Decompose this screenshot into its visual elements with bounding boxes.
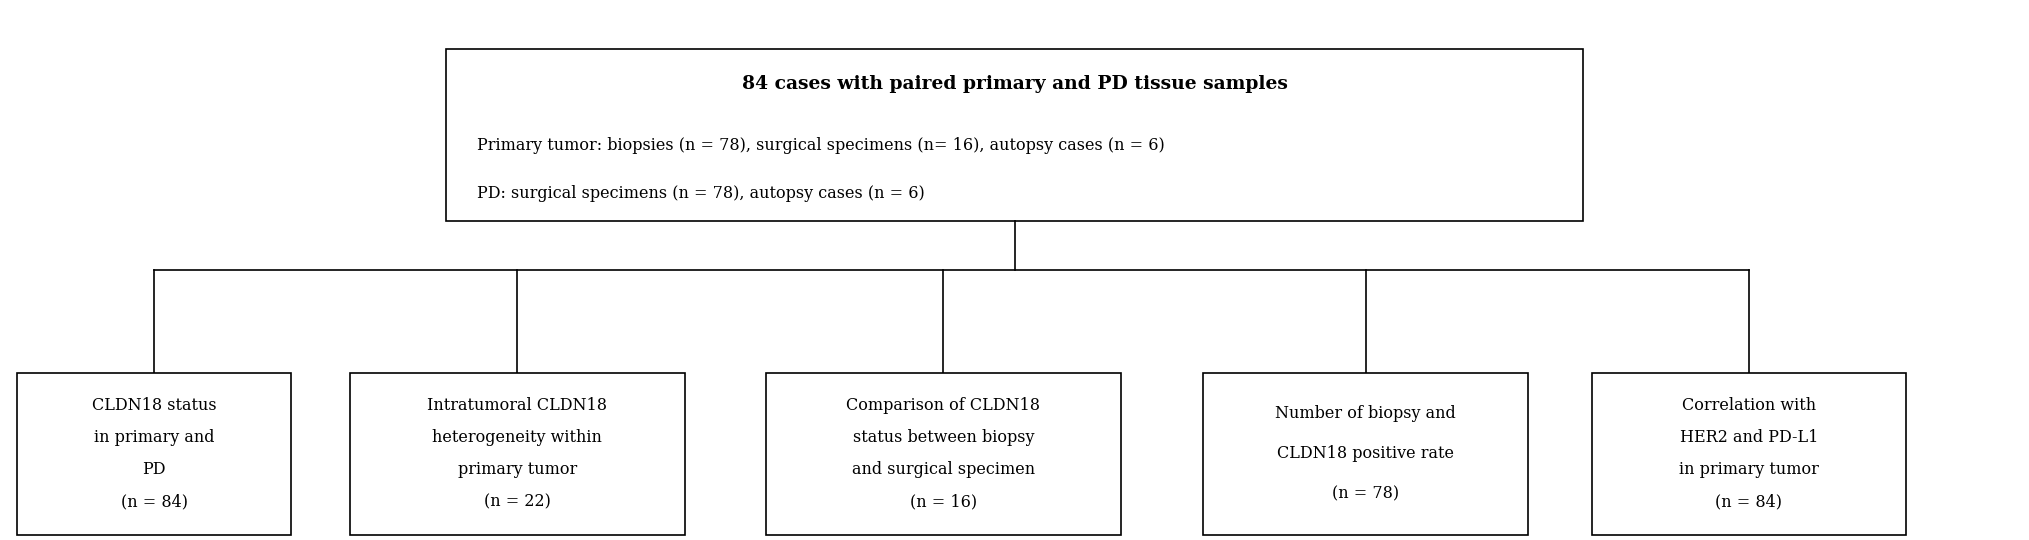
Text: 84 cases with paired primary and PD tissue samples: 84 cases with paired primary and PD tiss… <box>741 75 1288 93</box>
FancyBboxPatch shape <box>446 49 1583 221</box>
Text: CLDN18 status: CLDN18 status <box>91 396 217 414</box>
Text: heterogeneity within: heterogeneity within <box>432 429 603 446</box>
FancyBboxPatch shape <box>1203 373 1528 535</box>
Text: status between biopsy: status between biopsy <box>852 429 1035 446</box>
Text: PD: surgical specimens (n = 78), autopsy cases (n = 6): PD: surgical specimens (n = 78), autopsy… <box>477 185 925 202</box>
Text: (n = 84): (n = 84) <box>1715 494 1783 511</box>
FancyBboxPatch shape <box>351 373 686 535</box>
Text: PD: PD <box>142 461 166 478</box>
Text: (n = 78): (n = 78) <box>1331 485 1400 503</box>
FancyBboxPatch shape <box>767 373 1122 535</box>
Text: primary tumor: primary tumor <box>459 461 576 478</box>
Text: HER2 and PD-L1: HER2 and PD-L1 <box>1680 429 1818 446</box>
Text: in primary and: in primary and <box>93 429 215 446</box>
Text: and surgical specimen: and surgical specimen <box>852 461 1035 478</box>
FancyBboxPatch shape <box>1591 373 1907 535</box>
FancyBboxPatch shape <box>16 373 292 535</box>
Text: CLDN18 positive rate: CLDN18 positive rate <box>1276 445 1455 462</box>
Text: Comparison of CLDN18: Comparison of CLDN18 <box>846 396 1041 414</box>
Text: Intratumoral CLDN18: Intratumoral CLDN18 <box>428 396 607 414</box>
Text: (n = 16): (n = 16) <box>909 494 978 511</box>
Text: (n = 22): (n = 22) <box>485 494 550 511</box>
Text: Correlation with: Correlation with <box>1682 396 1816 414</box>
Text: (n = 84): (n = 84) <box>120 494 189 511</box>
Text: Primary tumor: biopsies (n = 78), surgical specimens (n= 16), autopsy cases (n =: Primary tumor: biopsies (n = 78), surgic… <box>477 137 1165 154</box>
Text: Number of biopsy and: Number of biopsy and <box>1274 404 1457 422</box>
Text: in primary tumor: in primary tumor <box>1680 461 1818 478</box>
